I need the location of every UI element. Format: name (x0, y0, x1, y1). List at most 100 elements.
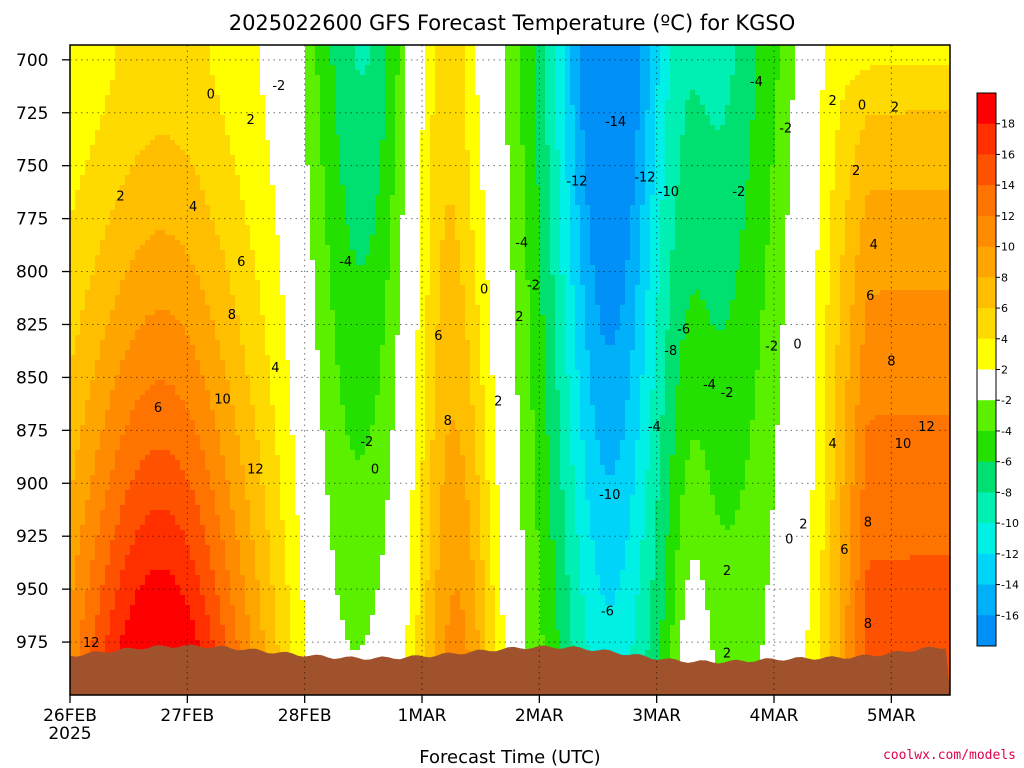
field-cell (125, 540, 131, 546)
field-cell (70, 540, 76, 546)
field-cell (125, 140, 131, 146)
field-cell (250, 495, 256, 501)
field-cell (235, 465, 241, 471)
field-cell (175, 240, 181, 246)
field-cell (220, 285, 226, 291)
field-cell (110, 485, 116, 491)
field-cell (115, 565, 121, 571)
field-cell (195, 360, 201, 366)
field-cell (120, 180, 126, 186)
field-cell (225, 340, 231, 346)
field-cell (70, 360, 76, 366)
field-cell (90, 420, 96, 426)
field-cell (225, 345, 231, 351)
field-cell (160, 605, 166, 611)
field-cell (130, 515, 136, 521)
field-cell (165, 560, 171, 566)
field-cell (240, 200, 246, 206)
field-cell (245, 80, 251, 86)
field-cell (245, 320, 251, 326)
field-cell (180, 330, 186, 336)
field-cell (170, 195, 176, 201)
field-cell (80, 360, 86, 366)
field-cell (165, 125, 171, 131)
field-cell (190, 210, 196, 216)
field-cell (205, 345, 211, 351)
field-cell (105, 515, 111, 521)
field-cell (100, 365, 106, 371)
field-cell (105, 560, 111, 566)
field-cell (205, 495, 211, 501)
field-cell (240, 65, 246, 71)
field-cell (220, 415, 226, 421)
field-cell (245, 530, 251, 536)
field-cell (150, 525, 156, 531)
field-cell (85, 355, 91, 361)
field-cell (160, 535, 166, 541)
field-cell (240, 120, 246, 126)
field-cell (205, 415, 211, 421)
field-cell (140, 95, 146, 101)
field-cell (200, 570, 206, 576)
field-cell (90, 145, 96, 151)
field-cell (95, 90, 101, 96)
field-cell (150, 570, 156, 576)
field-cell (225, 275, 231, 281)
field-cell (140, 190, 146, 196)
field-cell (150, 580, 156, 586)
field-cell (195, 560, 201, 566)
field-cell (165, 590, 171, 596)
field-cell (185, 315, 191, 321)
field-cell (70, 255, 76, 261)
field-cell (75, 560, 81, 566)
field-cell (130, 100, 136, 106)
field-cell (185, 50, 191, 56)
field-cell (145, 525, 151, 531)
field-cell (140, 340, 146, 346)
field-cell (85, 270, 91, 276)
field-cell (250, 355, 256, 361)
field-cell (155, 540, 161, 546)
field-cell (160, 450, 166, 456)
field-cell (100, 495, 106, 501)
field-cell (210, 130, 216, 136)
field-cell (220, 570, 226, 576)
field-cell (185, 305, 191, 311)
field-cell (120, 80, 126, 86)
field-cell (95, 625, 101, 631)
field-cell (195, 640, 201, 646)
field-cell (235, 340, 241, 346)
field-cell (155, 200, 161, 206)
field-cell (105, 645, 111, 651)
field-cell (230, 635, 236, 641)
field-cell (80, 645, 86, 651)
field-cell (115, 370, 121, 376)
field-cell (130, 50, 136, 56)
field-cell (175, 270, 181, 276)
field-cell (90, 225, 96, 231)
field-cell (255, 135, 261, 141)
field-cell (255, 200, 261, 206)
field-cell (135, 185, 141, 191)
field-cell (205, 115, 211, 121)
field-cell (100, 250, 106, 256)
field-cell (185, 100, 191, 106)
field-cell (205, 630, 211, 636)
field-cell (250, 125, 256, 131)
field-cell (75, 135, 81, 141)
field-cell (225, 295, 231, 301)
field-cell (240, 560, 246, 566)
field-cell (75, 455, 81, 461)
field-cell (135, 385, 141, 391)
field-cell (105, 120, 111, 126)
field-cell (125, 110, 131, 116)
field-cell (125, 625, 131, 631)
field-cell (165, 290, 171, 296)
field-cell (220, 375, 226, 381)
field-cell (100, 295, 106, 301)
field-cell (235, 155, 241, 161)
field-cell (255, 540, 261, 546)
field-cell (215, 125, 221, 131)
field-cell (155, 635, 161, 641)
field-cell (195, 170, 201, 176)
